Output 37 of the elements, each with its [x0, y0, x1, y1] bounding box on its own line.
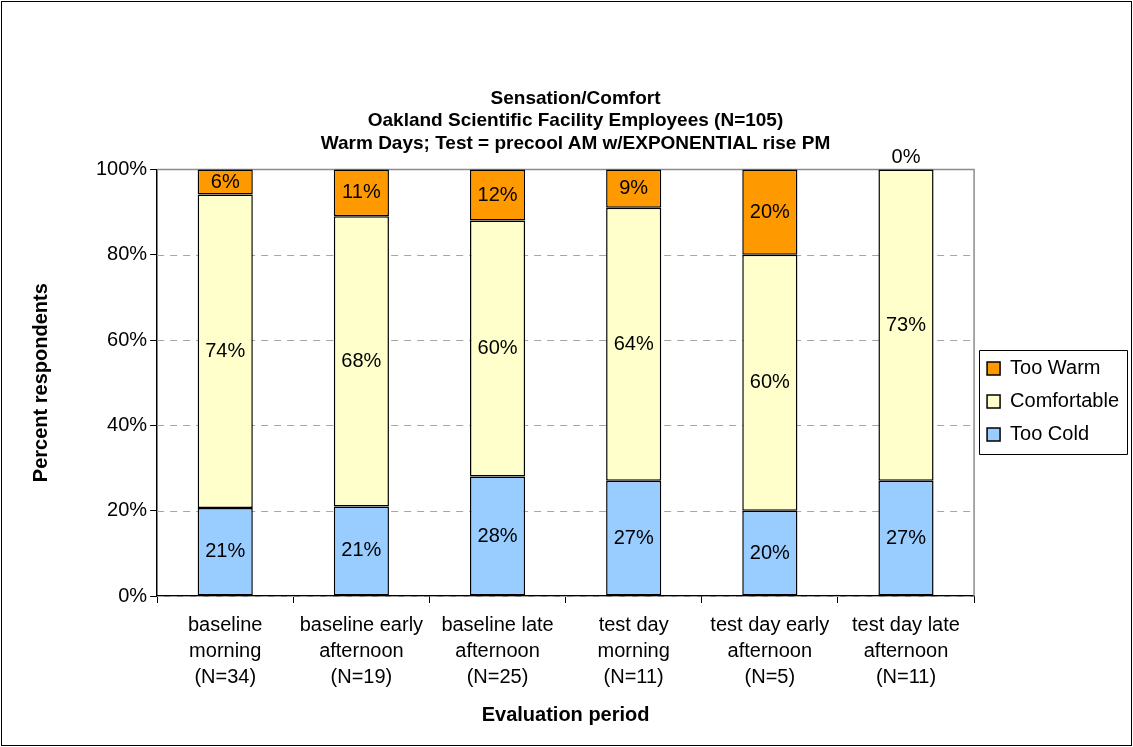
- x-tick-label: test day early afternoon (N=5): [710, 612, 830, 687]
- data-label: 27%: [613, 525, 654, 548]
- chart-title: Sensation/Comfort: [490, 86, 662, 108]
- data-label: 0%: [891, 144, 921, 167]
- y-tick-label: 40%: [107, 412, 148, 435]
- data-label: 74%: [205, 338, 246, 361]
- data-label: 11%: [342, 180, 381, 203]
- data-label: 20%: [749, 199, 791, 222]
- data-label: 73%: [885, 312, 927, 335]
- x-tick-label: test day late afternoon (N=11): [852, 612, 960, 687]
- data-label: 28%: [477, 523, 518, 546]
- y-tick-label: 60%: [107, 327, 148, 350]
- y-tick-label: 20%: [107, 498, 148, 521]
- legend-label: Comfortable: [1010, 389, 1119, 412]
- legend-label: Too Warm: [1010, 356, 1101, 379]
- x-tick-label: baseline morning (N=34): [187, 612, 263, 687]
- data-label: 12%: [477, 182, 518, 205]
- y-axis-title: Percent respondents: [28, 283, 51, 483]
- data-label: 60%: [749, 370, 791, 393]
- chart-subtitle: Oakland Scientific Facility Employees (N=105) Warm Days; Test = precool AM w/EXPONENTIAL rise PM: [320, 109, 831, 154]
- data-label: 64%: [613, 331, 654, 354]
- data-label: 21%: [341, 538, 382, 561]
- x-tick-label: test day morning (N=11): [597, 612, 670, 687]
- x-axis-title: Evaluation period: [481, 702, 650, 725]
- data-label: 27%: [885, 525, 927, 548]
- data-label: 68%: [341, 348, 382, 371]
- data-label: 21%: [205, 539, 246, 562]
- x-tick-label: baseline late afternoon (N=25): [441, 612, 554, 687]
- data-label: 9%: [619, 176, 649, 199]
- y-tick-label: 80%: [107, 242, 148, 265]
- x-tick-label: baseline early afternoon (N=19): [299, 612, 424, 687]
- y-tick-label: 0%: [118, 583, 148, 606]
- data-label: 60%: [477, 336, 518, 359]
- data-label: 6%: [210, 169, 240, 192]
- y-tick-label: 100%: [96, 156, 148, 179]
- legend-label: Too Cold: [1010, 422, 1089, 445]
- data-label: 20%: [749, 540, 791, 563]
